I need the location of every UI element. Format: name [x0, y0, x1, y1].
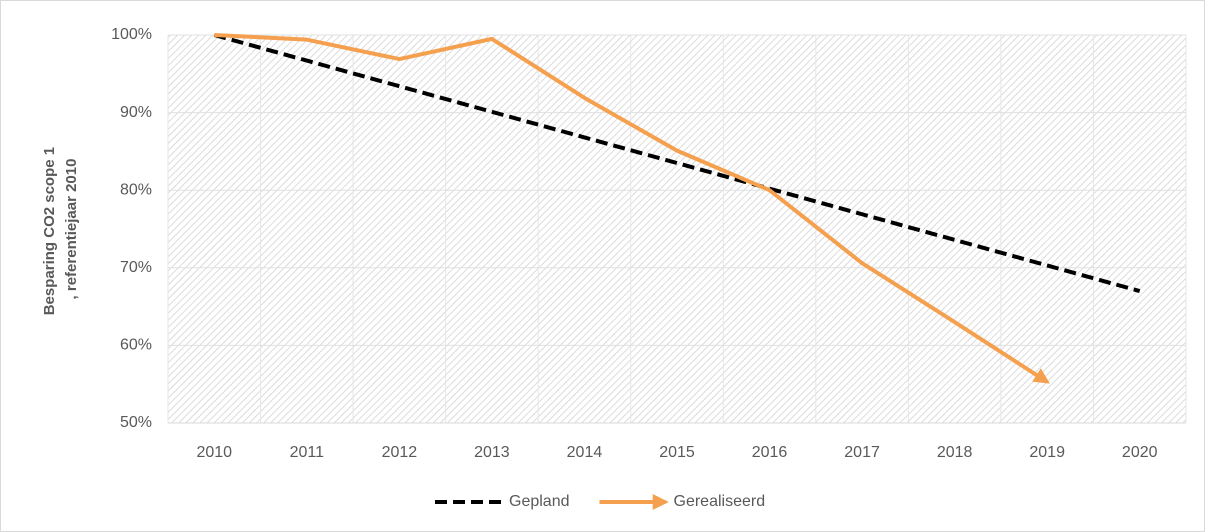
x-tick-label: 2016	[752, 444, 788, 461]
x-tick-label: 2015	[659, 444, 695, 461]
x-tick-label: 2019	[1029, 444, 1065, 461]
y-tick-label: 90%	[120, 104, 152, 121]
x-tick-label: 2010	[196, 444, 232, 461]
y-tick-label: 100%	[111, 26, 152, 43]
legend-label: Gerealiseerd	[674, 493, 766, 510]
x-tick-label: 2013	[474, 444, 510, 461]
y-tick-label: 70%	[120, 259, 152, 276]
legend-label: Gepland	[509, 493, 570, 510]
series-line	[214, 33, 1050, 384]
y-tick-label: 50%	[120, 414, 152, 431]
x-tick-label: 2011	[290, 444, 325, 461]
y-label-line: , referentiejaar 2010	[63, 159, 80, 300]
y-label-line: Besparing CO2 scope 1	[41, 147, 58, 315]
y-tick-label: 60%	[120, 337, 152, 354]
x-tick-label: 2017	[844, 444, 880, 461]
x-tick-label: 2018	[937, 444, 973, 461]
x-tick-label: 2020	[1122, 444, 1158, 461]
y-axis-label: Besparing CO2 scope 1 , referentiejaar 2…	[41, 143, 80, 316]
x-tick-label: 2014	[567, 444, 603, 461]
plot-area	[168, 35, 1186, 423]
y-tick-label: 80%	[120, 181, 152, 198]
series-line	[213, 33, 1141, 294]
x-tick-label: 2012	[382, 444, 418, 461]
